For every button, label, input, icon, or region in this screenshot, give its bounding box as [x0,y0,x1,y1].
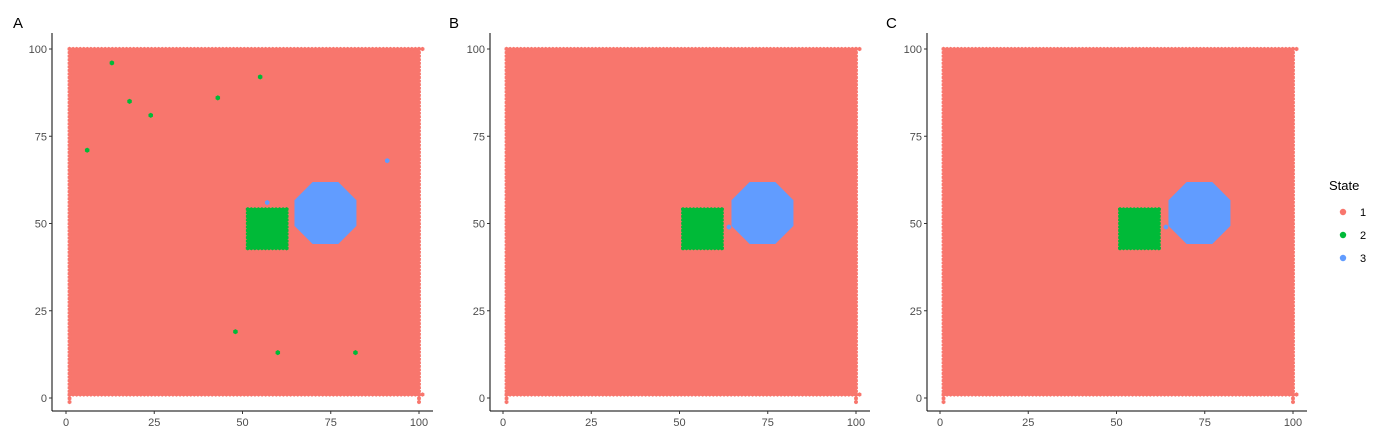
region-state-3 [1168,182,1231,245]
panels: A 0 25 50 75 100 0 25 50 75 100 B 0 25 50 75 100 0 25 50 75 1… [13,15,1307,429]
y-tick-label: 50 [473,219,485,231]
point-state-3 [384,158,390,164]
legend-label: 3 [1360,253,1366,265]
x-tick-label: 50 [673,417,685,429]
y-tick-label: 100 [29,44,47,56]
region-state-3 [731,182,794,245]
y-tick-label: 50 [35,219,47,231]
panel-label: A [13,15,23,32]
point-state-2 [257,74,263,80]
region-state-3 [294,182,357,245]
region-state-2 [245,207,289,251]
point-state-3 [726,224,732,230]
point-state-2 [148,112,153,118]
legend-key [1339,208,1347,216]
panel-c: C 0 25 50 75 100 0 25 50 75 100 [886,15,1307,429]
x-tick-label: 100 [410,417,428,429]
point-state-2 [233,329,238,335]
point-state-3 [264,199,270,206]
hex-edge [67,46,425,405]
axes: 0 25 50 75 100 0 25 50 75 100 [29,33,433,429]
y-tick-label: 0 [479,393,485,405]
x-tick-label: 50 [236,417,248,429]
y-tick-label: 25 [35,306,47,318]
background-region [67,46,425,405]
panel-label: B [449,15,459,32]
y-tick-label: 75 [910,131,922,143]
axes: 0 25 50 75 100 0 25 50 75 100 [467,33,870,429]
points [1163,224,1169,230]
x-tick-label: 100 [1284,417,1302,429]
y-tick-label: 100 [904,44,922,56]
y-tick-label: 50 [910,219,922,231]
points [84,60,390,356]
legend-item-1: 1 [1339,207,1366,219]
legend-title: State [1329,178,1359,193]
point-state-2 [127,98,132,104]
points [726,224,732,230]
hex-edge [941,46,1299,405]
x-tick-label: 100 [847,417,865,429]
x-tick-label: 75 [762,417,774,429]
state-1-area [69,49,419,395]
x-tick-label: 75 [325,417,337,429]
legend-label: 2 [1360,230,1366,242]
x-tick-label: 25 [148,417,160,429]
y-tick-label: 75 [473,131,485,143]
point-state-2 [353,350,358,356]
region-state-2 [681,207,724,251]
y-tick-label: 0 [916,393,922,405]
x-tick-label: 25 [1022,417,1034,429]
x-tick-label: 25 [585,417,597,429]
legend-items: 1 2 3 [1339,207,1366,265]
point-state-2 [275,350,281,356]
x-tick-label: 0 [937,417,943,429]
legend-key [1339,231,1347,239]
legend: State 1 2 3 [1329,178,1366,265]
y-tick-label: 25 [473,306,485,318]
panel-label: C [886,15,897,32]
state-1-area [506,49,856,395]
x-tick-label: 0 [63,417,69,429]
point-state-3 [1163,224,1169,230]
x-tick-label: 0 [500,417,506,429]
panel-a: A 0 25 50 75 100 0 25 50 75 100 [13,15,433,429]
legend-item-2: 2 [1339,230,1366,242]
legend-label: 1 [1360,207,1366,219]
point-state-2 [109,60,115,66]
y-tick-label: 25 [910,306,922,318]
hex-edge [504,46,862,405]
panel-b: B 0 25 50 75 100 0 25 50 75 100 [449,15,870,429]
state-1-area [943,49,1293,395]
region-state-2 [1118,207,1161,251]
background-region [504,46,862,405]
x-tick-label: 75 [1199,417,1211,429]
legend-key [1339,254,1347,262]
point-state-2 [215,95,221,101]
background-region [941,46,1299,405]
legend-item-3: 3 [1339,253,1366,265]
y-tick-label: 75 [35,131,47,143]
axes: 0 25 50 75 100 0 25 50 75 100 [904,33,1307,429]
x-tick-label: 50 [1110,417,1122,429]
y-tick-label: 0 [41,393,47,405]
y-tick-label: 100 [467,44,485,56]
point-state-2 [84,147,90,153]
